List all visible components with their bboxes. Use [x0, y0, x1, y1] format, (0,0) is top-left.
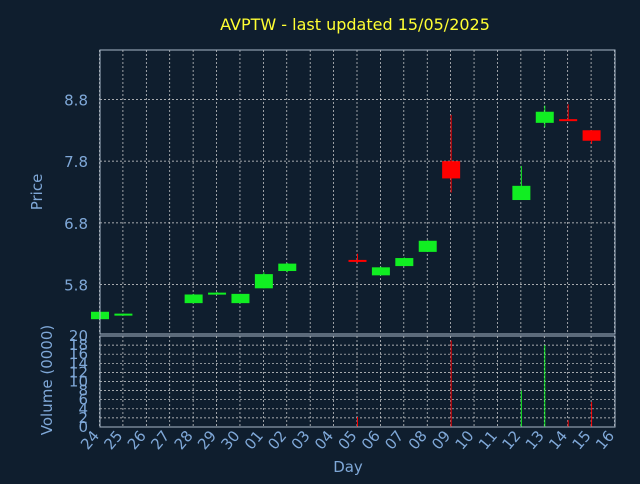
- candle-body: [582, 130, 601, 141]
- x-tick-label: 10: [452, 427, 478, 453]
- x-tick-label: 12: [498, 427, 524, 453]
- volume-tick-label: 14: [69, 354, 88, 372]
- x-tick-label: 06: [358, 427, 384, 453]
- candle-body: [114, 313, 133, 316]
- candle-body: [559, 119, 578, 122]
- candle-09: [442, 114, 461, 193]
- price-tick-label: 5.8: [64, 277, 88, 295]
- candle-05: [348, 253, 367, 263]
- x-tick-label: 13: [522, 427, 548, 453]
- volume-tick-label: 6: [78, 391, 88, 409]
- price-tick-label: 6.8: [64, 215, 88, 233]
- candle-body: [348, 259, 367, 262]
- volume-axis-label: Volume (0000): [38, 325, 56, 435]
- candle-02: [278, 263, 297, 273]
- x-tick-label: 26: [124, 427, 150, 453]
- x-tick-label: 01: [241, 427, 267, 453]
- x-tick-label: 30: [217, 427, 243, 453]
- x-tick-label: 11: [475, 427, 501, 453]
- x-tick-label: 08: [405, 427, 431, 453]
- price-tick-label: 8.8: [64, 91, 88, 109]
- x-tick-label: 28: [171, 427, 197, 453]
- volume-tick-label: 0: [78, 418, 88, 436]
- candle-12: [512, 166, 531, 201]
- volume-grid: [99, 335, 615, 428]
- price-grid: [99, 50, 615, 334]
- x-tick-label: 27: [147, 427, 173, 453]
- candle-29: [208, 292, 227, 295]
- candle-07: [395, 257, 414, 267]
- x-tick-label: 02: [264, 427, 290, 453]
- candle-body: [371, 267, 390, 276]
- candle-body: [535, 111, 554, 123]
- volume-tick-label: 2: [78, 409, 88, 427]
- x-tick-labels: 2425262728293001020304050607080910111213…: [77, 427, 618, 453]
- volume-tick-label: 20: [69, 327, 88, 345]
- volume-tick-label: 12: [69, 363, 88, 381]
- x-axis-label: Day: [333, 458, 363, 476]
- x-tick-label: 15: [569, 427, 595, 453]
- chart-title: AVPTW - last updated 15/05/2025: [220, 15, 490, 34]
- candle-body: [231, 293, 250, 304]
- candle-body: [278, 263, 297, 272]
- x-tick-label: 05: [335, 427, 361, 453]
- candle-body: [184, 294, 203, 304]
- candle-25: [114, 313, 133, 316]
- x-tick-label: 04: [311, 427, 337, 453]
- candlestick-series: [91, 104, 601, 322]
- x-tick-label: 29: [194, 427, 220, 453]
- volume-tick-label: 10: [69, 373, 88, 391]
- volume-tick-label: 8: [78, 382, 88, 400]
- candle-body: [254, 274, 273, 289]
- candle-body: [395, 258, 414, 267]
- volume-tick-label: 18: [69, 336, 88, 354]
- price-tick-label: 7.8: [64, 153, 88, 171]
- x-tick-label: 16: [592, 427, 618, 453]
- candle-06: [371, 266, 390, 276]
- x-tick-label: 09: [428, 427, 454, 453]
- candle-body: [512, 185, 531, 201]
- candle-08: [418, 240, 437, 252]
- candle-14: [559, 104, 578, 122]
- candle-01: [254, 272, 273, 289]
- candle-body: [442, 161, 461, 179]
- volume-panel-frame: [99, 335, 616, 428]
- x-tick-label: 25: [100, 427, 126, 453]
- candle-28: [184, 293, 203, 304]
- volume-tick-label: 4: [78, 400, 88, 418]
- candle-body: [208, 292, 227, 295]
- volume-series: [357, 340, 593, 427]
- volume-tick-label: 16: [69, 345, 88, 363]
- candle-13: [535, 105, 554, 128]
- price-axis-label: Price: [28, 174, 46, 211]
- x-tick-label: 07: [381, 427, 407, 453]
- candle-15: [582, 130, 601, 144]
- price-panel-frame: [99, 49, 616, 335]
- candle-30: [231, 293, 250, 304]
- candle-body: [418, 240, 437, 252]
- panel-frames: [99, 49, 616, 428]
- x-tick-label: 14: [545, 427, 571, 453]
- x-tick-label: 03: [288, 427, 314, 453]
